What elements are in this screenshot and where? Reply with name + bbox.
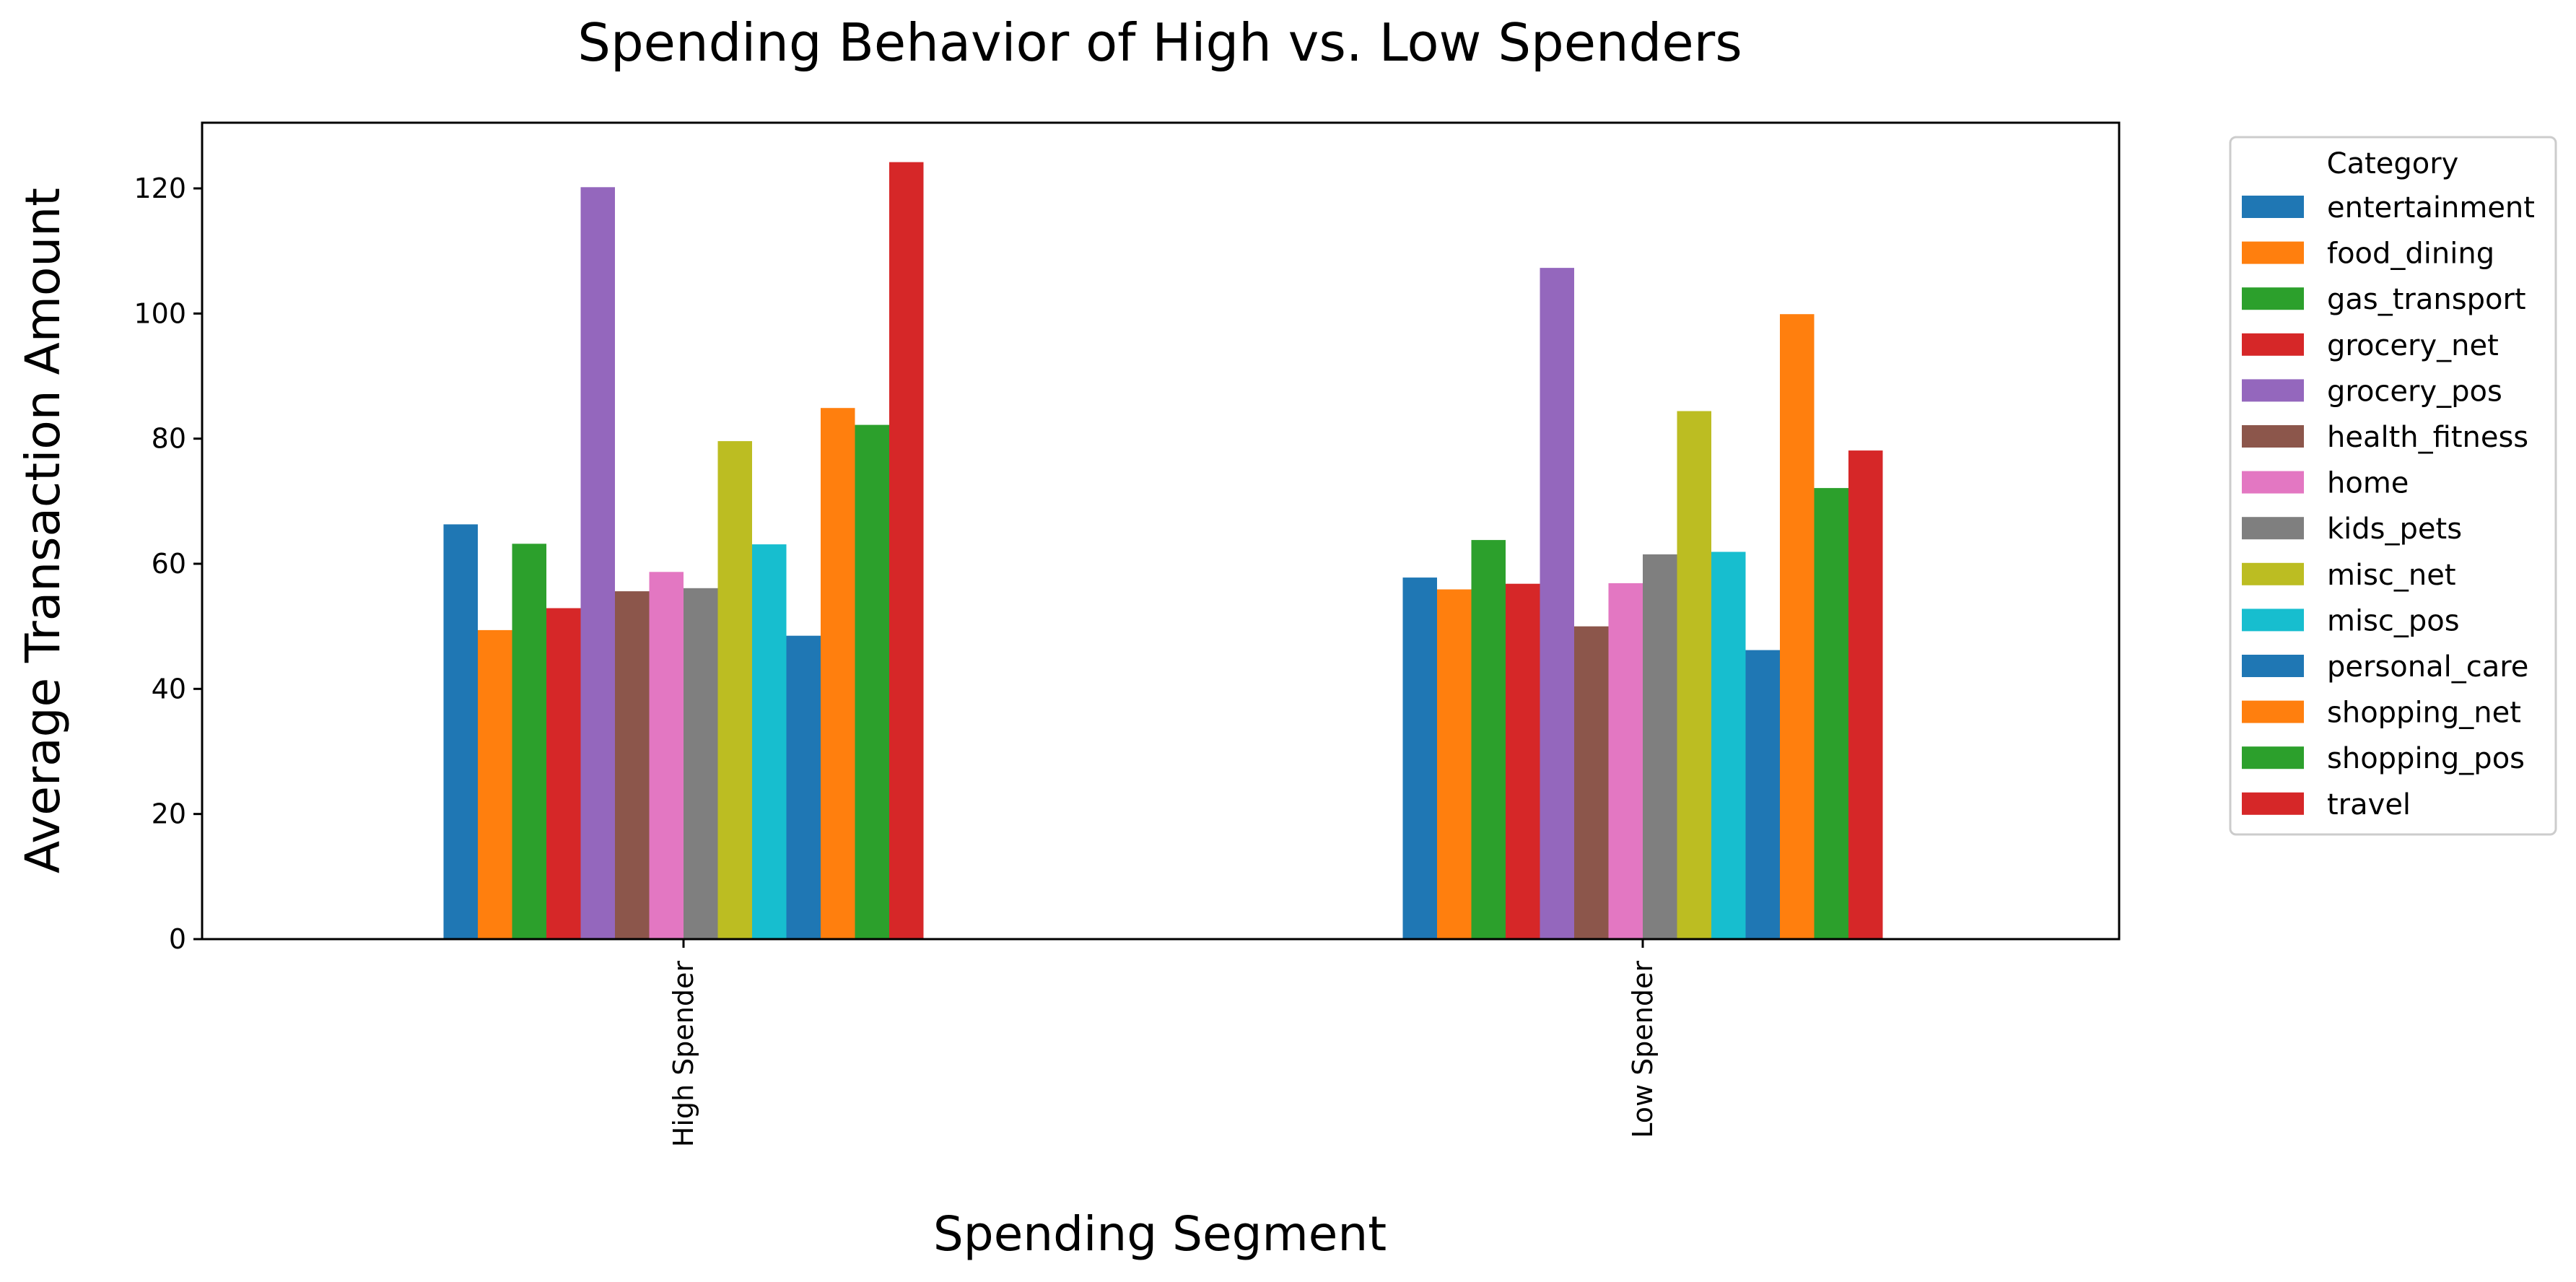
legend-swatch-home	[2242, 471, 2304, 494]
bar-misc_pos-0	[752, 544, 787, 939]
legend-swatch-grocery_net	[2242, 333, 2304, 356]
bar-entertainment-0	[443, 524, 478, 939]
y-tick-label: 80	[152, 423, 186, 455]
y-tick-label: 120	[134, 173, 186, 204]
bar-misc_net-1	[1677, 411, 1711, 939]
y-axis: 0 20 40 60 80 100 120	[134, 173, 202, 955]
x-tick-label: High Spender	[668, 961, 699, 1148]
bar-misc_net-0	[717, 441, 752, 939]
bar-travel-1	[1848, 450, 1883, 939]
legend-label-misc_pos: misc_pos	[2327, 604, 2460, 637]
y-axis-label: Average Transaction Amount	[15, 188, 71, 873]
legend-swatch-shopping_pos	[2242, 746, 2304, 769]
x-tick-label: Low Spender	[1627, 961, 1659, 1138]
y-tick-label: 0	[169, 923, 186, 955]
legend-swatch-misc_net	[2242, 562, 2304, 585]
bar-entertainment-1	[1402, 577, 1437, 939]
y-tick-label: 60	[152, 548, 186, 580]
chart-title: Spending Behavior of High vs. Low Spende…	[577, 12, 1742, 73]
bar-grocery_net-1	[1506, 583, 1540, 939]
y-tick-label: 40	[152, 673, 186, 705]
legend-swatch-kids_pets	[2242, 517, 2304, 540]
legend-label-personal_care: personal_care	[2327, 650, 2528, 684]
legend-title: Category	[2327, 147, 2459, 180]
legend-label-travel: travel	[2327, 788, 2411, 821]
legend-swatch-health_fitness	[2242, 425, 2304, 448]
legend-label-entertainment: entertainment	[2327, 191, 2535, 224]
bar-food_dining-0	[478, 629, 512, 939]
bar-health_fitness-0	[615, 591, 650, 939]
bar-home-0	[649, 572, 684, 939]
legend-swatch-personal_care	[2242, 655, 2304, 677]
legend-label-health_fitness: health_fitness	[2327, 421, 2528, 454]
bar-shopping_net-1	[1780, 314, 1815, 939]
x-axis: High Spender Low Spender	[668, 939, 1659, 1147]
legend-swatch-travel	[2242, 792, 2304, 815]
bar-grocery_net-0	[546, 608, 581, 939]
bar-travel-0	[889, 162, 924, 940]
legend-label-grocery_net: grocery_net	[2327, 329, 2499, 362]
bar-shopping_pos-1	[1814, 488, 1848, 939]
bar-shopping_net-0	[821, 408, 855, 939]
x-axis-label: Spending Segment	[933, 1206, 1387, 1262]
bar-personal_care-1	[1745, 650, 1780, 939]
bar-food_dining-1	[1437, 589, 1472, 939]
legend-swatch-food_dining	[2242, 241, 2304, 264]
y-tick-label: 100	[134, 297, 186, 329]
legend-label-home: home	[2327, 467, 2409, 500]
legend-swatch-entertainment	[2242, 196, 2304, 218]
legend-frame	[2229, 136, 2557, 836]
y-tick-label: 20	[152, 798, 186, 830]
bar-kids_pets-0	[684, 588, 718, 939]
legend-label-gas_transport: gas_transport	[2327, 283, 2526, 316]
legend-label-shopping_pos: shopping_pos	[2327, 742, 2525, 775]
legend-swatch-misc_pos	[2242, 609, 2304, 632]
bar-grocery_pos-0	[580, 187, 615, 939]
bar-grocery_pos-1	[1540, 268, 1574, 940]
bar-health_fitness-1	[1574, 626, 1609, 939]
plot-frame	[201, 121, 2121, 941]
legend-swatch-gas_transport	[2242, 287, 2304, 310]
legend-swatch-shopping_net	[2242, 700, 2304, 723]
legend-label-misc_net: misc_net	[2327, 559, 2456, 592]
legend-label-kids_pets: kids_pets	[2327, 513, 2462, 546]
bar-home-1	[1608, 583, 1643, 939]
legend-label-shopping_net: shopping_net	[2327, 697, 2521, 730]
legend-label-food_dining: food_dining	[2327, 237, 2494, 271]
legend: Category entertainment food_dining gas_tra…	[2229, 136, 2557, 836]
bar-shopping_pos-0	[855, 424, 889, 939]
legend-label-grocery_pos: grocery_pos	[2327, 375, 2502, 408]
bar-kids_pets-1	[1643, 554, 1677, 939]
bar-gas_transport-0	[512, 544, 546, 939]
bar-personal_care-0	[786, 635, 821, 939]
bar-gas_transport-1	[1471, 540, 1506, 939]
bars-group	[443, 162, 1883, 940]
legend-swatch-grocery_pos	[2242, 379, 2304, 402]
bar-misc_pos-1	[1711, 551, 1746, 939]
